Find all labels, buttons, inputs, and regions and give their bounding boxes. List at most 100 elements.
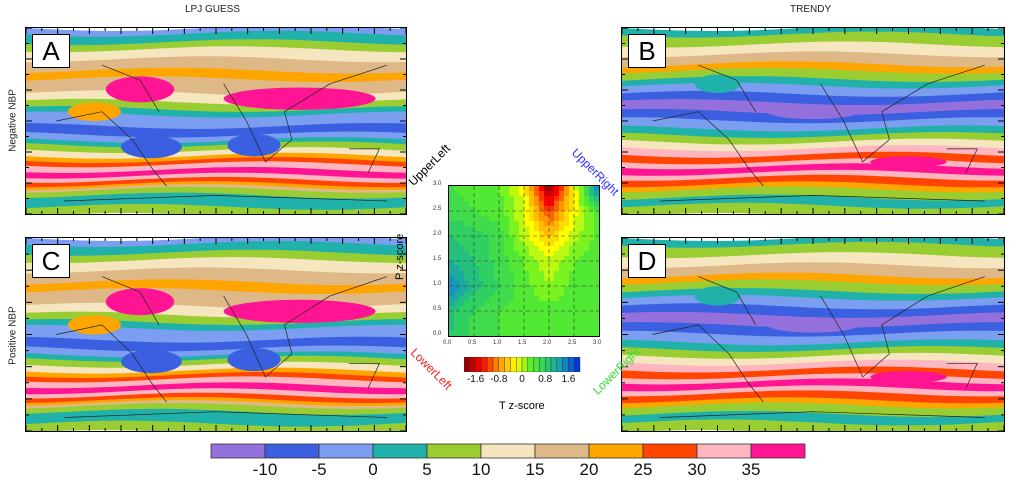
heatmap-cell — [524, 246, 530, 252]
heatmap-cell — [594, 281, 600, 287]
heatmap-cell — [549, 276, 555, 282]
heatmap-cell — [464, 261, 470, 267]
heatmap-cell — [514, 256, 520, 262]
colorbar-label: 10 — [471, 460, 491, 479]
colorbar-label: -1.6 — [466, 374, 485, 385]
heatmap-cell — [524, 306, 530, 312]
heatmap-cell — [474, 281, 480, 287]
heatmap-cell — [529, 281, 535, 287]
heatmap-cell — [464, 231, 470, 237]
heatmap-cell — [534, 286, 540, 292]
heatmap-cell — [579, 321, 585, 327]
heatmap-cell — [554, 296, 560, 302]
heatmap-cell — [514, 236, 520, 242]
y-tick-label: 1.5 — [433, 256, 442, 262]
coastline — [698, 64, 756, 112]
heatmap-cell — [549, 196, 555, 202]
contour-band — [622, 339, 1004, 354]
heatmap-cell — [449, 321, 455, 327]
heatmap-cell — [509, 266, 515, 272]
heatmap-cell — [469, 326, 475, 332]
heatmap-cell — [494, 291, 500, 297]
colorbar-swatch — [750, 443, 806, 459]
heatmap-cell — [459, 226, 465, 232]
heatmap-cell — [494, 331, 500, 337]
heatmap-cell — [589, 261, 595, 267]
heatmap-cell — [564, 311, 570, 317]
heatmap-cell — [549, 201, 555, 207]
heatmap-cell — [509, 311, 515, 317]
heatmap-cell — [559, 331, 565, 337]
heatmap-cell — [454, 216, 460, 222]
heatmap-cell — [569, 266, 575, 272]
heatmap-cell — [509, 211, 515, 217]
heatmap-cell — [529, 301, 535, 307]
heatmap-cell — [579, 286, 585, 292]
heatmap-cell — [499, 281, 505, 287]
heatmap-cell — [584, 326, 590, 332]
heatmap-cell — [479, 241, 485, 247]
x-tick-label: 1.0 — [493, 340, 502, 346]
heatmap-cell — [479, 206, 485, 212]
heatmap-cell — [564, 196, 570, 202]
heatmap-cell — [459, 216, 465, 222]
heatmap-cell — [574, 311, 580, 317]
heatmap-cell — [584, 241, 590, 247]
heatmap-cell — [559, 186, 565, 192]
heatmap-cell — [579, 316, 585, 322]
contour-band — [622, 125, 1004, 140]
heatmap-cell — [579, 301, 585, 307]
colorbar-label: 15 — [525, 460, 545, 479]
heatmap-cell — [474, 186, 480, 192]
contour-blob — [767, 317, 859, 333]
heatmap-cell — [469, 226, 475, 232]
heatmap-cell — [584, 311, 590, 317]
heatmap-cell — [579, 331, 585, 337]
heatmap-cell — [504, 276, 510, 282]
heatmap-cell — [479, 301, 485, 307]
heatmap-cell — [544, 241, 550, 247]
heatmap-cell — [469, 221, 475, 227]
x-tick-label: 0.0 — [443, 340, 452, 346]
contour-blob — [105, 288, 175, 316]
heatmap-cell — [484, 196, 490, 202]
heatmap-cell — [519, 221, 525, 227]
y-tick-label: 0.0 — [433, 331, 442, 337]
coastline — [660, 411, 985, 418]
heatmap-cell — [514, 231, 520, 237]
heatmap-cell — [454, 221, 460, 227]
heatmap-cell — [509, 226, 515, 232]
coastline — [820, 276, 986, 378]
heatmap-cell — [579, 251, 585, 257]
heatmap-cell — [479, 186, 485, 192]
heatmap-cell — [509, 241, 515, 247]
colorbar-swatch — [562, 357, 569, 372]
heatmap-cell — [584, 211, 590, 217]
heatmap-cell — [579, 241, 585, 247]
heatmap-cell — [594, 306, 600, 312]
heatmap-cell — [454, 211, 460, 217]
heatmap-cell — [509, 251, 515, 257]
heatmap-cell — [464, 276, 470, 282]
heatmap-cell — [589, 221, 595, 227]
heatmap-cell — [559, 201, 565, 207]
heatmap-cell — [524, 331, 530, 337]
heatmap-cell — [464, 236, 470, 242]
heatmap-cell — [584, 306, 590, 312]
colorbar-swatch — [573, 357, 581, 372]
heatmap-cell — [484, 296, 490, 302]
heatmap-cell — [479, 311, 485, 317]
heatmap-cell — [529, 231, 535, 237]
heatmap-cell — [514, 226, 520, 232]
heatmap-cell — [539, 326, 545, 332]
heatmap-cell — [554, 191, 560, 197]
heatmap-cell — [454, 261, 460, 267]
heatmap-cell — [544, 191, 550, 197]
heatmap-cell — [559, 221, 565, 227]
heatmap-cell — [594, 316, 600, 322]
contour-band — [26, 131, 406, 146]
heatmap-cell — [449, 301, 455, 307]
heatmap-cell — [574, 261, 580, 267]
heatmap-cell — [489, 206, 495, 212]
heatmap-cell — [484, 216, 490, 222]
